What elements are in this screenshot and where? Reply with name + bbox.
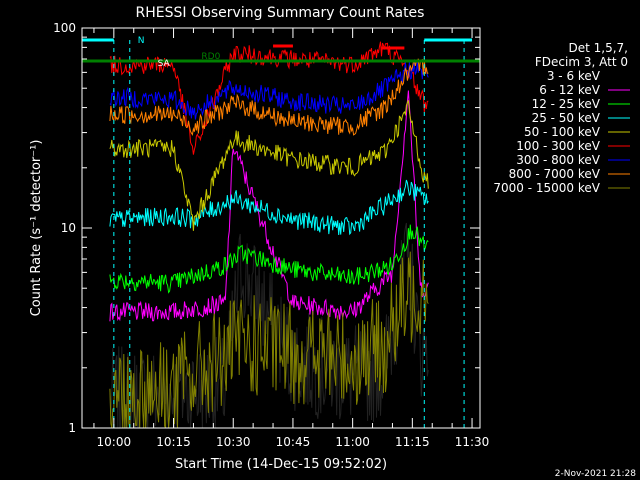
y-tick-label: 100	[53, 21, 76, 35]
observing-flags: N SA RD0	[82, 36, 480, 428]
legend-label: 6 - 12 keV	[539, 83, 601, 97]
x-axis-label: Start Time (14-Dec-15 09:52:02)	[175, 457, 387, 472]
x-tick-label: 10:45	[276, 435, 311, 449]
plot-area	[109, 41, 429, 429]
decimation-label: RD0	[201, 52, 220, 62]
legend-title-line: FDecim 3, Att 0	[535, 55, 628, 69]
legend-label: 100 - 300 keV	[516, 139, 600, 153]
series-line-4	[109, 100, 429, 231]
legend-title-line: Det 1,5,7,	[569, 41, 629, 55]
y-tick-label: 1	[68, 421, 76, 435]
legend-label: 12 - 25 keV	[532, 97, 601, 111]
footer-timestamp: 2-Nov-2021 21:28	[555, 469, 637, 479]
chart-title: RHESSI Observing Summary Count Rates	[136, 5, 425, 21]
legend-label: 50 - 100 keV	[524, 125, 601, 139]
series-line-7	[109, 58, 429, 136]
series-line-2	[109, 224, 429, 294]
x-tick-label: 11:00	[335, 435, 370, 449]
series-line-6	[109, 61, 429, 120]
y-axis: 1 10 100	[53, 21, 480, 435]
x-tick-label: 10:00	[97, 435, 132, 449]
saa-label: SA	[158, 59, 171, 69]
series-line-1	[109, 90, 429, 322]
series-line-3	[109, 179, 429, 236]
legend-label: 7000 - 15000 keV	[493, 181, 600, 195]
legend-label: 800 - 7000 keV	[509, 167, 601, 181]
x-tick-label: 10:15	[156, 435, 191, 449]
series-line-5	[109, 41, 429, 155]
night-label: N	[138, 36, 145, 46]
y-axis-label: Count Rate (s⁻¹ detector⁻¹)	[29, 140, 44, 317]
legend-label: 25 - 50 keV	[532, 111, 601, 125]
x-tick-label: 10:30	[216, 435, 251, 449]
x-tick-label: 11:30	[455, 435, 490, 449]
y-tick-label: 10	[61, 221, 76, 235]
legend-label: 300 - 800 keV	[516, 153, 600, 167]
series-line-8	[109, 251, 429, 429]
x-tick-label: 11:15	[395, 435, 430, 449]
x-axis: 10:00 10:15 10:30 10:45 11:00 11:15 11:30	[93, 28, 490, 449]
legend-label: 3 - 6 keV	[547, 69, 601, 83]
